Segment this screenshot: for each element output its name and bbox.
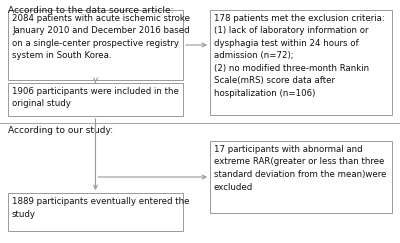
Text: 1906 participants were included in the
original study: 1906 participants were included in the o… — [12, 87, 179, 109]
Text: 2084 patients with acute ischemic stroke
January 2010 and December 2016 based
on: 2084 patients with acute ischemic stroke… — [12, 14, 190, 61]
Text: According to our study:: According to our study: — [8, 126, 113, 135]
Bar — [8, 83, 183, 116]
Bar — [8, 10, 183, 80]
Bar — [8, 193, 183, 231]
Bar — [210, 10, 392, 115]
Bar — [210, 141, 392, 213]
Text: 178 patients met the exclusion criteria:
(1) lack of laboratory information or
d: 178 patients met the exclusion criteria:… — [214, 14, 385, 98]
Text: 17 participants with abnormal and
extreme RAR(greater or less than three
standar: 17 participants with abnormal and extrem… — [214, 145, 386, 191]
Text: According to the data source article:: According to the data source article: — [8, 6, 174, 15]
Text: 1889 participants eventually entered the
study: 1889 participants eventually entered the… — [12, 197, 190, 218]
